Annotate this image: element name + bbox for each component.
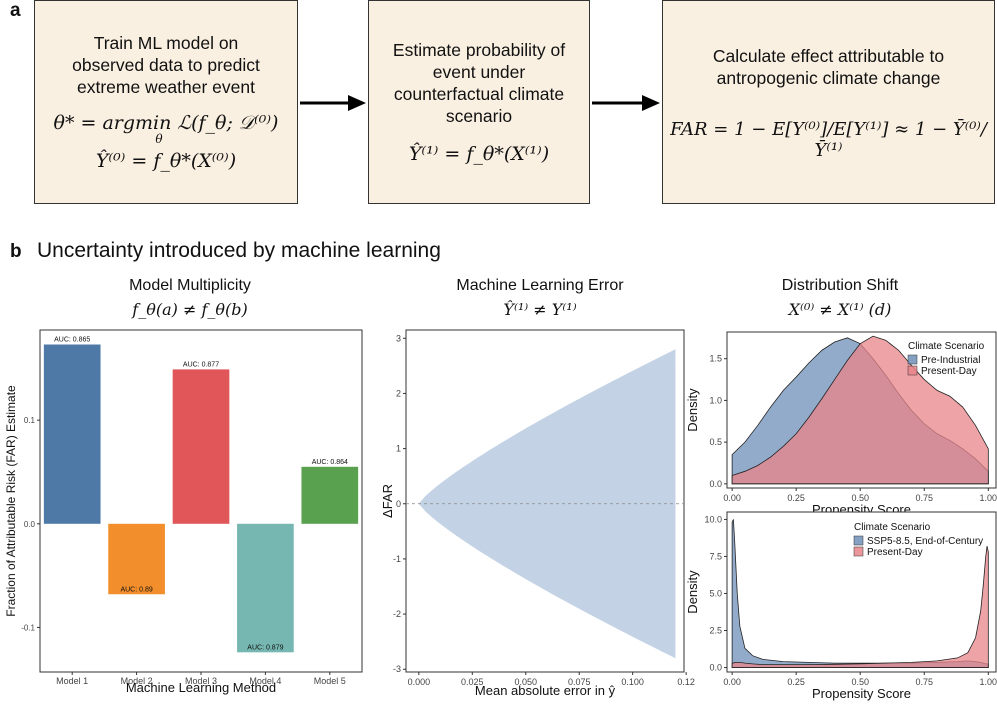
bar-4 (237, 523, 294, 653)
density-2-y-axis-label: Density (685, 570, 700, 614)
panel-b-title: Uncertainty introduced by machine learni… (37, 239, 441, 262)
arrow-2 (592, 95, 660, 111)
density-2-x-tick-label-0: 0.00 (723, 677, 741, 687)
density-1-legend-swatch-2 (907, 365, 918, 376)
x-tick-label-2: Model 2 (121, 676, 153, 686)
mle-y-tick-label-3: 0 (396, 499, 401, 509)
box3-line-2: antropogenic climate change (716, 68, 941, 88)
x-tick-label-1: Model 1 (56, 676, 88, 686)
box1-equation-1-subscript: θ (155, 132, 163, 146)
density-2-x-tick-label-2: 0.50 (851, 677, 869, 687)
bar-2 (108, 523, 165, 595)
panel-a-label: a (10, 0, 21, 21)
bar-label-1: AUC: 0.865 (54, 337, 90, 344)
mle-x-tick-label-4: 0.100 (621, 677, 644, 687)
density-1-y-tick-label-0: 0.0 (709, 479, 722, 489)
box1-line-1: Train ML model on (93, 33, 239, 53)
density-2-x-axis-label: Propensity Score (812, 686, 911, 701)
box1-line-3: extreme weather event (76, 77, 255, 97)
mle-uncertainty-area (418, 349, 676, 659)
density-2-x-tick-label-4: 1.00 (980, 677, 997, 687)
density-1-y-tick-label-2: 1.0 (709, 395, 722, 405)
box2-equation: Ŷ⁽¹⁾ = f_θ*(X⁽¹⁾) (408, 143, 550, 165)
mle-y-tick-label-2: -1 (393, 554, 401, 564)
mle-x-tick-label-1: 0.025 (461, 677, 484, 687)
density-1-x-tick-label-1: 0.25 (787, 493, 805, 503)
box2-line-4: scenario (445, 106, 513, 126)
density-2-y-tick-label-4: 10.0 (704, 514, 722, 524)
density-1-legend-title: Climate Scenario (908, 341, 985, 352)
x-tick-label-3: Model 3 (185, 676, 217, 686)
density-2-y-tick-label-3: 7.5 (709, 551, 722, 561)
distribution-shift-subtitle: X⁽⁰⁾ ≠ X⁽¹⁾ (d) (788, 300, 892, 319)
mle-y-tick-label-1: -2 (393, 609, 401, 619)
bar-5 (301, 466, 359, 524)
box2-line-1: Estimate probability of (392, 40, 566, 60)
density-1-x-tick-label-4: 1.00 (980, 493, 997, 503)
estimate-probability-box: Estimate probability of event under coun… (368, 0, 590, 204)
bar-label-2: AUC: 0.89 (120, 586, 152, 593)
density-2-legend-label-1: SSP5-8.5, End-of-Century (867, 536, 983, 547)
model-multiplicity-title: Model Multiplicity (129, 277, 251, 294)
mle-y-tick-label-5: 2 (396, 388, 401, 398)
y-tick-label-2: 0.1 (24, 416, 36, 425)
density-2-y-tick-label-0: 0.0 (709, 663, 722, 673)
ml-error-title: Machine Learning Error (456, 277, 624, 294)
density-2-legend-swatch-1 (853, 535, 864, 546)
panel-b-label: b (10, 241, 22, 262)
density-1-legend-swatch-1 (907, 354, 918, 365)
density-1-x-tick-label-0: 0.00 (723, 493, 741, 503)
model-multiplicity-subtitle: f_θ(a) ≠ f_θ(b) (132, 300, 248, 319)
density-1-legend-label-1: Pre-Industrial (921, 355, 980, 366)
box1-equation-1: θ* = argmin ℒ(f_θ; 𝒟⁽⁰⁾) (53, 112, 279, 134)
density-2-y-tick-label-1: 2.5 (709, 626, 722, 636)
box3-equation: FAR = 1 − E[Y⁽⁰⁾]/E[Y⁽¹⁾] ≈ 1 − Ȳ⁽⁰⁾/Ȳ⁽¹… (670, 119, 987, 161)
box1-line-2: observed data to predict (72, 55, 260, 75)
bar-label-4: AUC: 0.879 (247, 644, 283, 651)
density-2-series-2 (731, 545, 989, 668)
density-1-series-2 (731, 335, 989, 485)
y-tick-label-1: 0.0 (24, 520, 36, 529)
arrow-1 (300, 95, 366, 111)
distribution-shift-title: Distribution Shift (781, 277, 899, 294)
bar-3 (172, 369, 230, 524)
bar-y-axis-label: Fraction of Attributable Risk (FAR) Esti… (4, 385, 18, 617)
density-2-legend-title: Climate Scenario (854, 522, 931, 533)
bar-label-3: AUC: 0.877 (183, 361, 219, 368)
density-1-x-tick-label-3: 0.75 (916, 493, 934, 503)
x-tick-label-5: Model 5 (314, 676, 346, 686)
y-tick-label-0: -0.1 (21, 623, 35, 632)
x-tick-label-4: Model 4 (249, 676, 281, 686)
box2-line-2: event under (432, 62, 526, 82)
mle-x-tick-label-3: 0.075 (568, 677, 591, 687)
mle-y-tick-label-4: 1 (396, 444, 401, 454)
ml-error-subtitle: Ŷ⁽¹⁾ ≠ Y⁽¹⁾ (503, 300, 577, 319)
density-2-y-tick-label-2: 5.0 (709, 588, 722, 598)
calculate-effect-box: Calculate effect attributable to antropo… (662, 0, 995, 204)
bar-1 (43, 344, 101, 524)
density-1-x-tick-label-2: 0.50 (851, 493, 869, 503)
density-1-y-axis-label: Density (685, 388, 700, 432)
density-2-x-tick-label-1: 0.25 (787, 677, 805, 687)
box3-line-1: Calculate effect attributable to (712, 46, 945, 66)
density-1-legend-label-2: Present-Day (921, 366, 977, 377)
density-2-legend-swatch-2 (853, 546, 864, 557)
bar-x-axis-label: Machine Learning Method (126, 680, 276, 695)
train-model-box: Train ML model on observed data to predi… (34, 0, 298, 204)
density-2-x-tick-label-3: 0.75 (916, 677, 934, 687)
mle-y-tick-label-6: 3 (396, 333, 401, 343)
box1-equation-2: Ŷ⁽⁰⁾ = f_θ*(X⁽⁰⁾) (95, 150, 237, 172)
mle-x-tick-label-2: 0.050 (514, 677, 537, 687)
bar-label-5: AUC: 0.864 (312, 459, 348, 466)
density-1-y-tick-label-1: 0.5 (709, 437, 722, 447)
density-2-legend-label-2: Present-Day (867, 547, 923, 558)
mle-x-tick-label-0: 0.000 (408, 677, 431, 687)
mle-x-axis-label: Mean absolute error in ŷ (475, 683, 616, 698)
density-1-y-tick-label-3: 1.5 (709, 354, 722, 364)
mle-y-axis-label: ΔFAR (380, 484, 395, 518)
mle-x-tick-label-5: 0.12 (677, 677, 695, 687)
box2-line-3: counterfactual climate (393, 84, 565, 104)
mle-y-tick-label-0: -3 (393, 664, 401, 674)
